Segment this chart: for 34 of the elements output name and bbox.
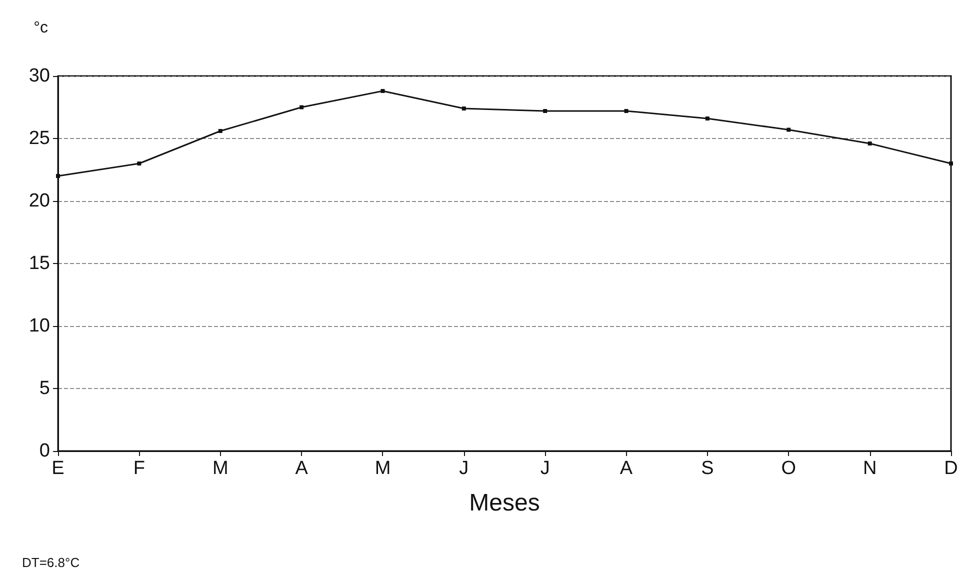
- y-tick-label: 15: [28, 253, 50, 274]
- y-tick-label: 20: [28, 190, 50, 212]
- x-tick-label: O: [781, 458, 796, 479]
- x-tick-label: F: [133, 458, 145, 479]
- x-tick-label: D: [944, 458, 958, 479]
- point: [786, 128, 791, 132]
- y-tick-label: 0: [39, 440, 50, 462]
- point: [137, 162, 142, 166]
- y-tick-label: 10: [28, 316, 50, 336]
- point: [624, 109, 628, 113]
- x-tick-label: N: [862, 458, 877, 479]
- point: [300, 105, 304, 110]
- y-tick-label: 30: [28, 66, 50, 86]
- text: DT=6.8°C: [22, 555, 80, 570]
- x-tick-label: E: [52, 458, 64, 479]
- x-tick-label: M: [212, 458, 228, 479]
- point: [380, 89, 385, 93]
- x-tick-label: A: [620, 458, 633, 479]
- point: [705, 116, 710, 120]
- point: [56, 174, 60, 178]
- x-tick-label: A: [295, 458, 308, 479]
- y-axis-title: °c: [34, 20, 48, 36]
- x-tick-label: M: [374, 458, 391, 479]
- point: [949, 162, 953, 166]
- point: [543, 109, 548, 113]
- y-tick-label: 25: [28, 128, 50, 149]
- x-tick-label: J: [540, 458, 550, 479]
- x-axis-title: Meses: [469, 490, 540, 516]
- point: [218, 129, 222, 133]
- x-tick-label: S: [701, 458, 714, 479]
- point: [868, 142, 872, 146]
- y-tick-label: 5: [39, 378, 50, 399]
- x-tick-label: J: [459, 458, 469, 479]
- point: [462, 106, 466, 110]
